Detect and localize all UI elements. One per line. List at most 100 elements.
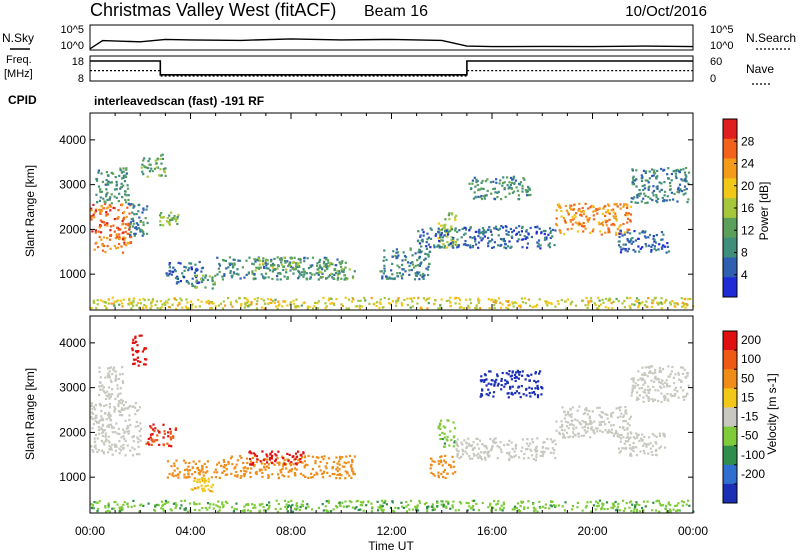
heatmap-cell — [519, 396, 522, 399]
heatmap-cell — [160, 306, 163, 309]
heatmap-cell — [440, 472, 443, 476]
heatmap-cell — [124, 174, 127, 177]
heatmap-cell — [648, 366, 651, 369]
heatmap-cell — [107, 439, 110, 442]
heatmap-cell — [464, 228, 468, 231]
heatmap-cell — [509, 387, 512, 390]
heatmap-cell — [493, 499, 496, 503]
heatmap-cell — [285, 507, 288, 510]
heatmap-cell — [242, 461, 245, 465]
heatmap-cell — [401, 277, 404, 280]
heatmap-cell — [249, 471, 252, 474]
heatmap-cell — [502, 240, 505, 243]
heatmap-cell — [417, 230, 420, 233]
heatmap-cell — [684, 306, 687, 309]
heatmap-cell — [266, 455, 269, 458]
heatmap-cell — [313, 305, 316, 308]
heatmap-cell — [423, 258, 426, 262]
heatmap-cell — [155, 166, 158, 169]
heatmap-cell — [457, 245, 460, 248]
heatmap-cell — [331, 467, 334, 470]
heatmap-cell — [109, 379, 112, 382]
heatmap-cell — [589, 500, 592, 504]
heatmap-cell — [277, 477, 280, 480]
heatmap-cell — [194, 286, 197, 289]
heatmap-cell — [465, 446, 468, 450]
heatmap-cell — [101, 180, 104, 183]
heatmap-cell — [518, 304, 521, 307]
heatmap-cell — [166, 301, 169, 304]
heatmap-cell — [306, 464, 309, 467]
heatmap-cell — [243, 276, 246, 279]
heatmap-cell — [549, 236, 552, 240]
heatmap-cell — [471, 448, 474, 451]
heatmap-cell — [115, 422, 118, 425]
heatmap-cell — [638, 302, 641, 305]
heatmap-cell — [149, 433, 153, 436]
heatmap-cell — [153, 430, 156, 433]
heatmap-cell — [276, 278, 279, 281]
heatmap-cell — [500, 504, 503, 507]
heatmap-cell — [170, 509, 173, 512]
heatmap-cell — [651, 453, 654, 456]
heatmap-cell — [521, 225, 524, 228]
heatmap-cell — [198, 473, 201, 476]
heatmap-cell — [570, 208, 573, 211]
heatmap-cell — [250, 452, 253, 455]
heatmap-cell — [493, 304, 496, 307]
heatmap-cell — [294, 467, 297, 470]
heatmap-cell — [296, 264, 299, 267]
heatmap-cell — [534, 371, 537, 374]
heatmap-cell — [655, 509, 658, 512]
heatmap-cell — [488, 307, 491, 310]
heatmap-cell — [100, 409, 103, 412]
heatmap-cell — [350, 501, 353, 504]
heatmap-cell — [255, 303, 258, 306]
heatmap-cell — [185, 298, 188, 301]
heatmap-cell — [135, 304, 138, 307]
heatmap-cell — [314, 462, 317, 465]
heatmap-cell — [555, 209, 558, 212]
heatmap-cell — [246, 298, 249, 301]
heatmap-cell — [495, 378, 498, 381]
heatmap-cell — [439, 304, 442, 307]
heatmap-cell — [270, 457, 273, 460]
freq-panel: Freq. [MHz] 18 8 Nave 60 0 — [4, 54, 774, 85]
heatmap-cell — [528, 187, 531, 190]
heatmap-cell — [158, 430, 161, 433]
heatmap-cell — [285, 467, 288, 470]
heatmap-cell — [141, 163, 144, 166]
heatmap-cell — [598, 299, 601, 302]
heatmap-cell — [357, 299, 360, 302]
heatmap-cell — [119, 507, 122, 510]
heatmap-cell — [619, 437, 623, 440]
heatmap-cell — [310, 476, 313, 479]
heatmap-cell — [311, 256, 315, 259]
heatmap-cell — [524, 302, 527, 305]
power-x-ticks — [89, 113, 694, 310]
heatmap-cell — [231, 262, 234, 265]
heatmap-cell — [520, 385, 523, 388]
heatmap-cell — [271, 270, 274, 273]
heatmap-cell — [321, 472, 324, 476]
heatmap-cell — [195, 267, 198, 270]
heatmap-cell — [239, 277, 242, 280]
heatmap-cell — [510, 374, 514, 377]
heatmap-cell — [211, 287, 214, 290]
heatmap-cell — [626, 422, 629, 425]
heatmap-cell — [103, 443, 106, 446]
heatmap-cell — [125, 175, 128, 179]
heatmap-cell — [111, 507, 114, 510]
heatmap-cell — [590, 427, 593, 431]
heatmap-cell — [385, 258, 388, 261]
time-tick-label: 00:00 — [678, 524, 708, 538]
heatmap-cell — [419, 235, 422, 238]
heatmap-cell — [667, 502, 670, 505]
heatmap-cell — [613, 216, 616, 219]
heatmap-cell — [475, 307, 479, 310]
heatmap-cell — [493, 197, 496, 200]
heatmap-cell — [287, 459, 290, 462]
heatmap-cell — [576, 409, 579, 412]
heatmap-cell — [458, 457, 461, 460]
heatmap-cell — [218, 506, 222, 509]
